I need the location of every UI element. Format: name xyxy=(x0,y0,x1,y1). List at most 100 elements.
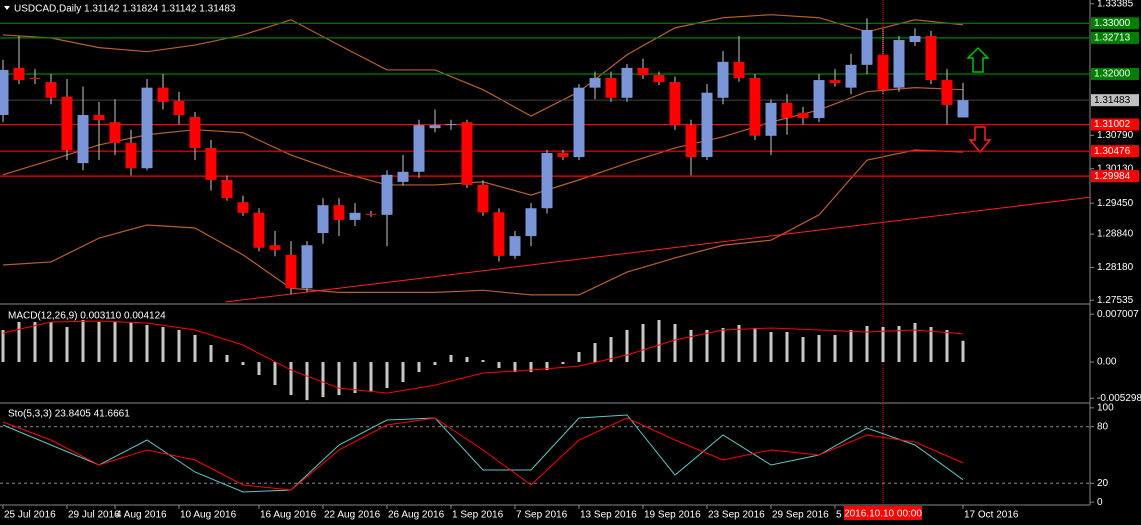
y-tick-label: 1.29450 xyxy=(1097,198,1134,209)
crosshair-label: 2016.10.10 00:00 xyxy=(844,509,922,520)
macd-bar xyxy=(385,362,389,389)
macd-bar xyxy=(737,325,741,363)
y-tick-label: 0 xyxy=(1097,497,1103,508)
candle-body xyxy=(269,245,281,250)
last-price-label: 1.31483 xyxy=(1094,95,1131,106)
crosshair-label-box xyxy=(844,506,922,520)
candle-body xyxy=(797,112,809,119)
y-tick-label: 1.28840 xyxy=(1097,229,1134,240)
candle-body xyxy=(253,212,265,248)
candle-body xyxy=(29,78,41,80)
stoch-line xyxy=(2,414,964,493)
level-label-box xyxy=(1091,145,1139,158)
candle-body xyxy=(381,174,393,215)
candle-body xyxy=(317,205,329,234)
macd-bar xyxy=(513,362,517,373)
level-label-box xyxy=(1091,17,1139,30)
macd-bar xyxy=(577,351,581,363)
macd-bar xyxy=(193,334,197,363)
candle-body xyxy=(0,69,9,116)
macd-bar xyxy=(257,362,261,376)
candle-body xyxy=(781,102,793,119)
candle-body xyxy=(941,80,953,105)
macd-bar xyxy=(49,321,53,363)
panel-title: MACD(12,26,9) 0.003110 0.004124 xyxy=(8,311,166,322)
candle-body xyxy=(685,125,697,158)
macd-bar xyxy=(17,321,21,363)
candle-body xyxy=(157,87,169,102)
y-tick-label: 1.28180 xyxy=(1097,262,1134,273)
y-tick-label: 0.00 xyxy=(1097,357,1117,368)
main-panel xyxy=(0,14,1090,303)
macd-bar xyxy=(465,357,469,363)
macd-bar xyxy=(145,325,149,363)
candle-body xyxy=(349,212,361,220)
macd-bar xyxy=(881,326,885,363)
candle-body xyxy=(221,179,233,199)
macd-bar xyxy=(65,326,69,363)
macd-bar xyxy=(225,355,229,363)
macd-bar xyxy=(497,362,501,369)
candle-body xyxy=(397,171,409,182)
macd-bar xyxy=(369,362,373,393)
x-tick-label: 1 Sep 2016 xyxy=(452,510,504,521)
macd-bar xyxy=(529,362,533,373)
macd-bar xyxy=(849,329,853,363)
candle-body xyxy=(621,67,633,98)
macd-bar xyxy=(913,323,917,363)
candle-body xyxy=(77,115,89,164)
candle-body xyxy=(637,67,649,75)
level-label-box xyxy=(1091,31,1139,44)
candle-body xyxy=(477,184,489,213)
candle-body xyxy=(125,142,137,169)
chart-title: USDCAD,Daily 1.31142 1.31824 1.31142 1.3… xyxy=(14,4,236,15)
candle-body xyxy=(205,147,217,180)
trend-line xyxy=(225,196,1090,303)
level-label: 1.32000 xyxy=(1094,69,1131,80)
candle-body xyxy=(701,92,713,158)
signal-line xyxy=(2,320,964,394)
macd-bar xyxy=(241,362,245,366)
macd-bar xyxy=(353,362,357,394)
candle-body xyxy=(445,124,457,126)
level-label: 1.30476 xyxy=(1094,146,1131,157)
level-label-box xyxy=(1091,170,1139,183)
macd-bar xyxy=(33,321,37,363)
macd-bar xyxy=(801,337,805,363)
candle-body xyxy=(653,74,665,83)
candle-body xyxy=(61,96,73,150)
candle-body xyxy=(813,80,825,119)
macd-bar xyxy=(417,362,421,373)
macd-bar xyxy=(609,337,613,363)
candle-body xyxy=(557,153,569,158)
macd-bar xyxy=(289,362,293,396)
stoch-line xyxy=(2,417,964,491)
candle-body xyxy=(957,100,969,118)
y-tick-label: 1.30130 xyxy=(1097,163,1134,174)
candle-body xyxy=(301,245,313,289)
candle-body xyxy=(461,122,473,185)
macd-bar xyxy=(689,329,693,363)
macd-bar xyxy=(321,362,325,398)
macd-bar xyxy=(1,329,5,363)
candle-body xyxy=(589,78,601,88)
y-tick-label: 1.33385 xyxy=(1097,0,1134,9)
x-tick-label: 26 Aug 2016 xyxy=(388,510,445,521)
macd-bar xyxy=(945,329,949,363)
candle-body xyxy=(141,87,153,169)
candle-body xyxy=(333,205,345,220)
macd-bar xyxy=(593,343,597,363)
candle-body xyxy=(717,61,729,98)
candle-body xyxy=(429,125,441,129)
x-tick-label: 19 Sep 2016 xyxy=(644,510,701,521)
down-arrow xyxy=(968,126,992,154)
candle-body xyxy=(605,78,617,98)
candle-body xyxy=(909,35,921,43)
y-tick-label: 0.007007 xyxy=(1097,309,1139,320)
candle-body xyxy=(493,212,505,256)
x-tick-label: 4 Aug 2016 xyxy=(116,510,167,521)
level-label: 1.31002 xyxy=(1094,119,1131,130)
macd-bar xyxy=(481,360,485,363)
